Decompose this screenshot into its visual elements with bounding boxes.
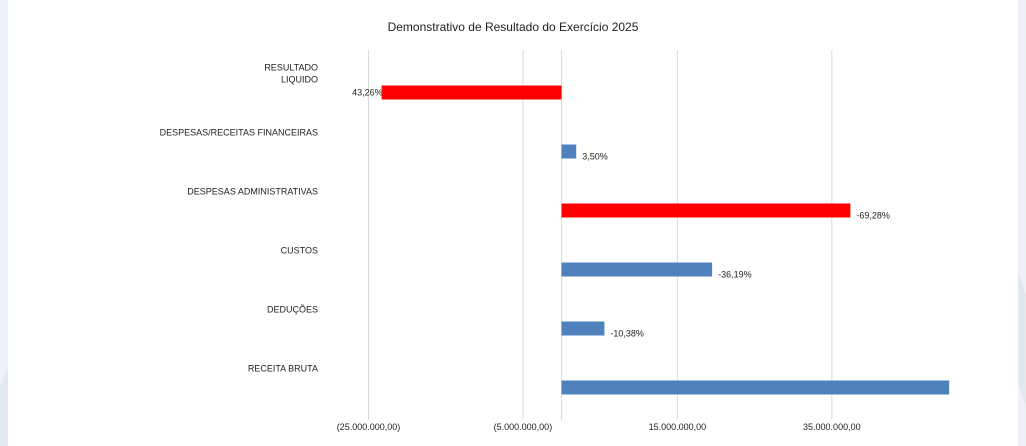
data-label: 3,50% xyxy=(582,152,608,162)
bar xyxy=(381,85,562,100)
data-label: 43,26% xyxy=(352,88,383,98)
x-tick-label: 15.000.000,00 xyxy=(649,422,707,432)
bar xyxy=(561,203,851,218)
category-label: DESPESAS/RECEITAS FINANCEIRAS xyxy=(160,128,318,138)
category-label: DEDUÇÕES xyxy=(267,305,318,315)
x-tick-label: 35.000.000,00 xyxy=(803,422,861,432)
x-tick-label: (25.000.000,00) xyxy=(337,422,401,432)
data-label: -10,38% xyxy=(610,329,644,339)
category-label: RESULTADO xyxy=(264,63,318,73)
chart-title: Demonstrativo de Resultado do Exercício … xyxy=(387,20,639,34)
category-label: DESPESAS ADMINISTRATIVAS xyxy=(187,187,318,197)
bar xyxy=(561,144,577,159)
data-label: -36,19% xyxy=(718,270,752,280)
category-label: RECEITA BRUTA xyxy=(248,364,318,374)
x-tick-label: (5.000.000,00) xyxy=(494,422,553,432)
data-label: -69,28% xyxy=(856,211,890,221)
bar xyxy=(561,321,605,336)
category-label: CUSTOS xyxy=(281,246,318,256)
bar xyxy=(561,380,950,395)
bar xyxy=(561,262,713,277)
chart-panel xyxy=(8,0,1018,446)
category-label: LIQUIDO xyxy=(281,75,318,85)
